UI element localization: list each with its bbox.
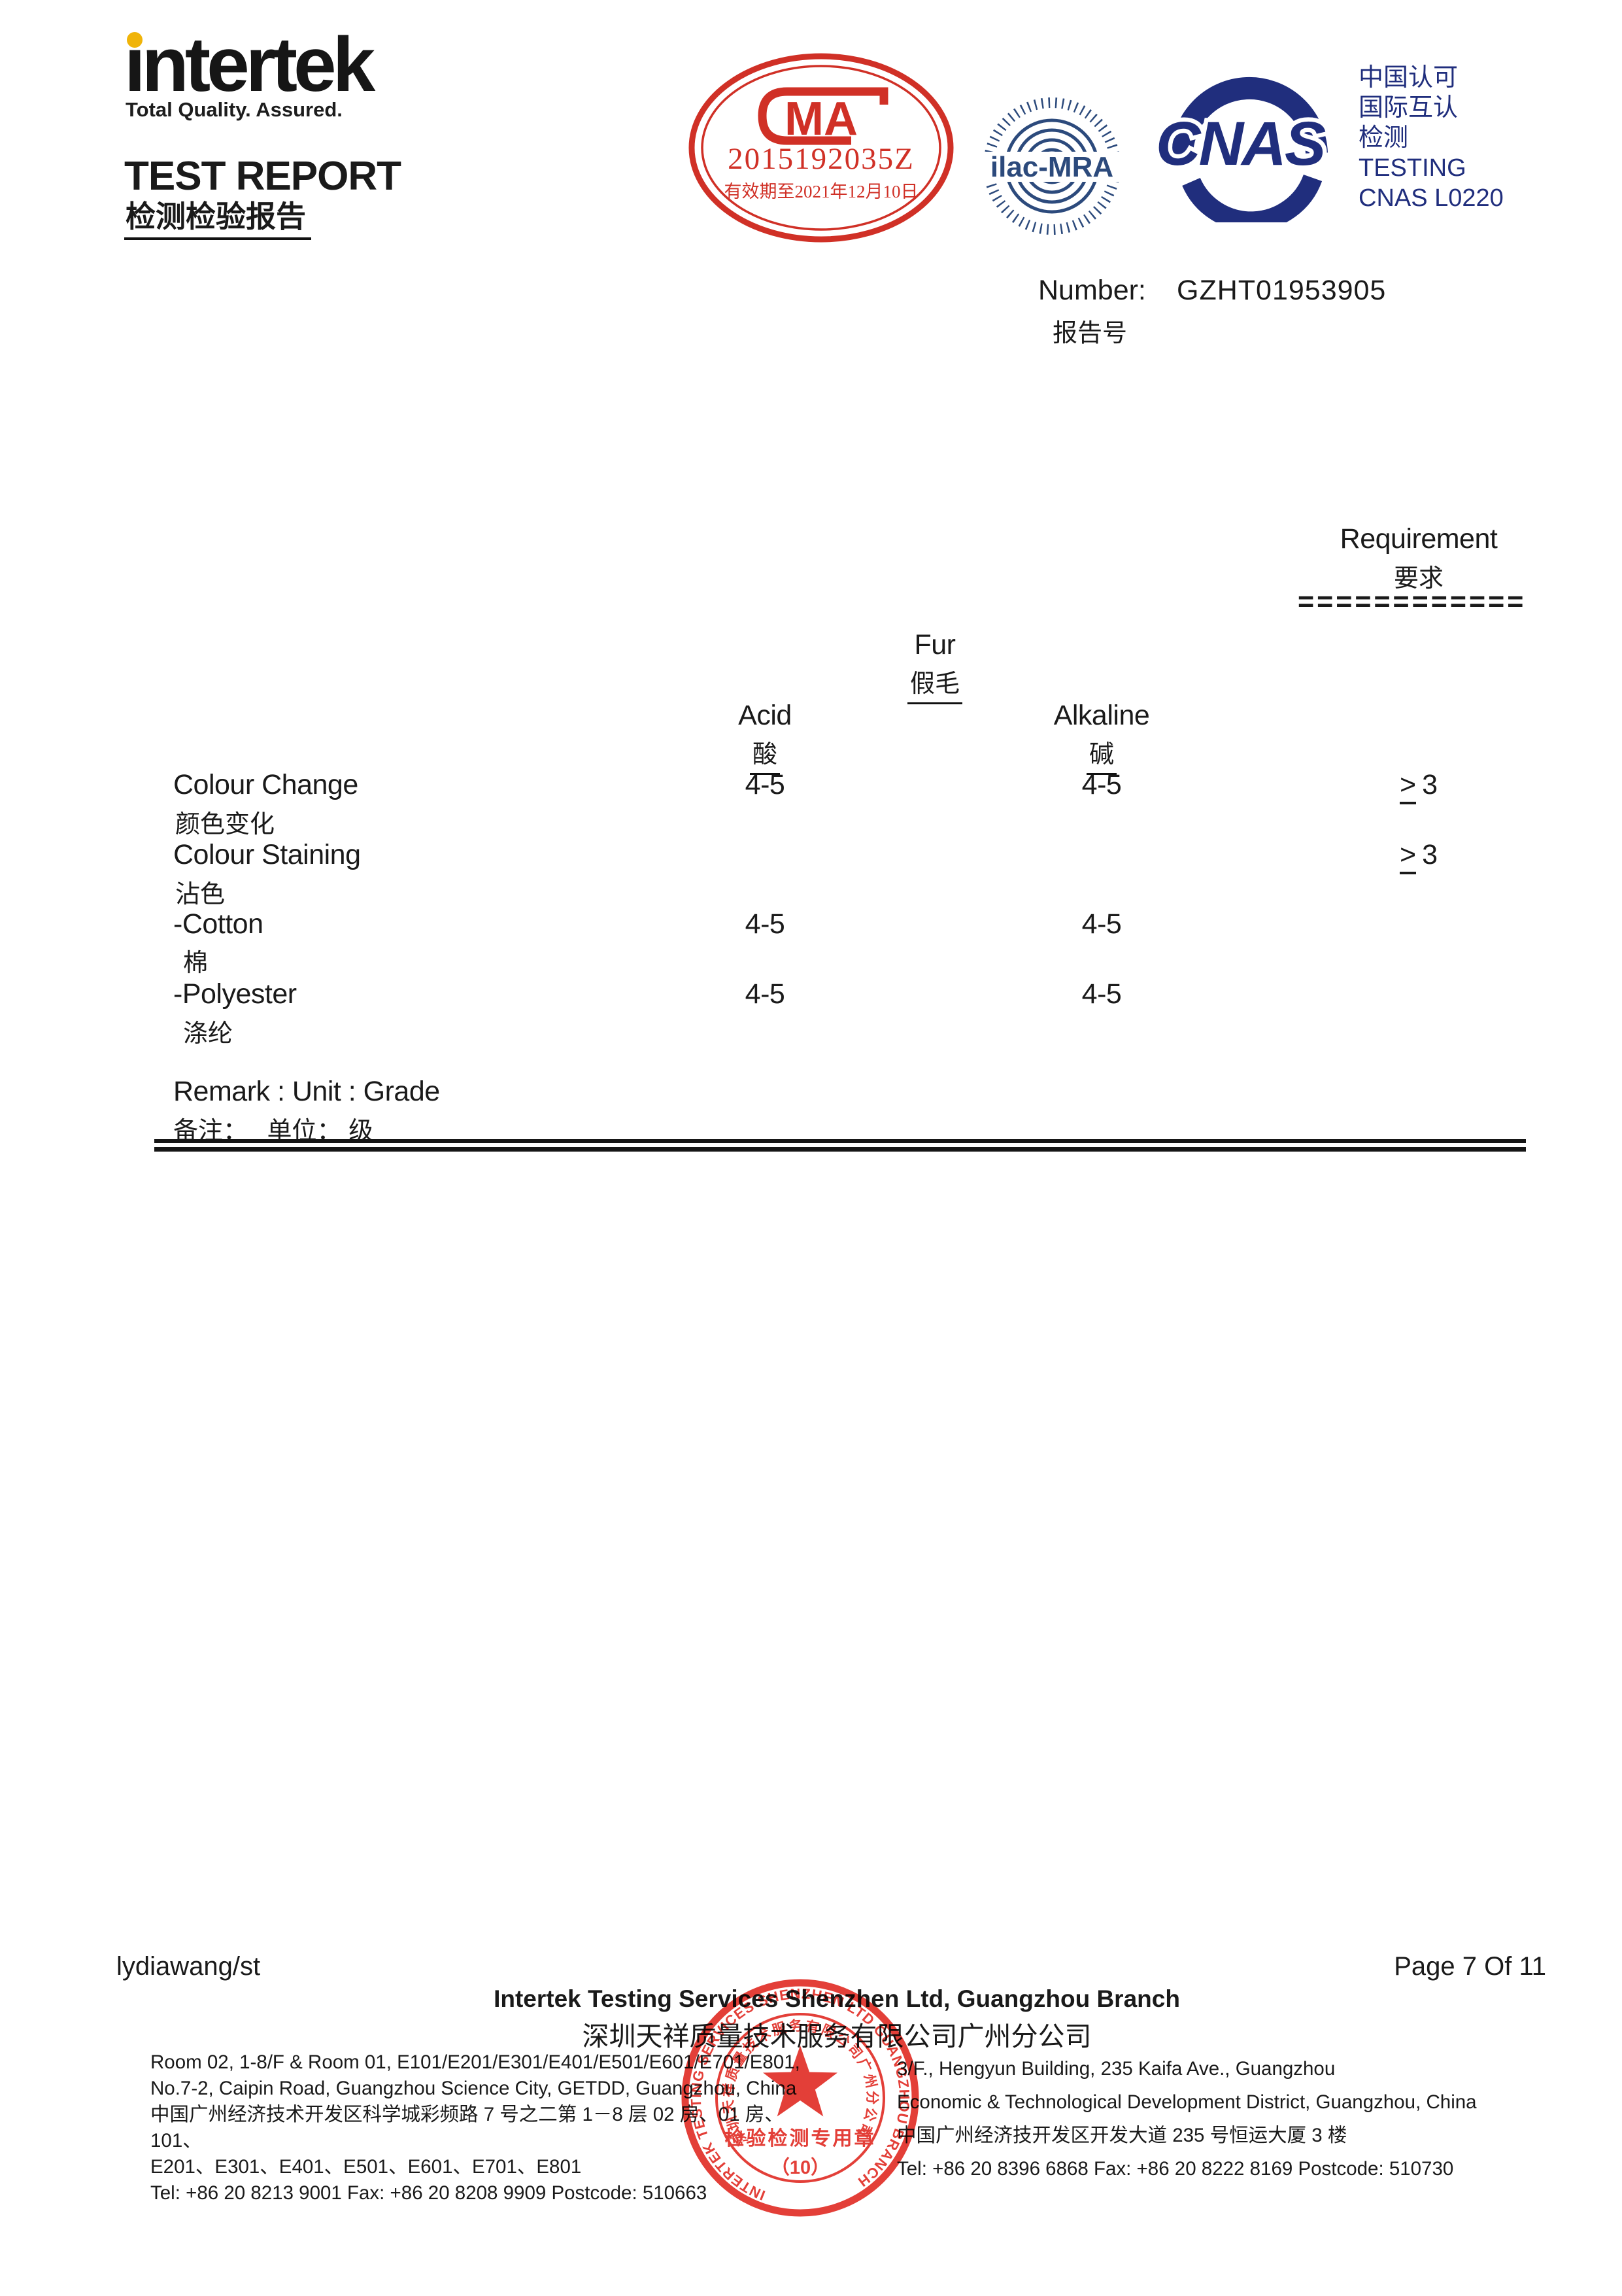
cnas-line-4: TESTING: [1359, 154, 1466, 182]
requirement-separator: ============: [1298, 586, 1527, 617]
greater-equal-sign: >: [1399, 769, 1417, 804]
address-line: 101、: [150, 2130, 202, 2151]
intertek-logo-text: intertek: [124, 22, 375, 108]
table-cell-acid: 4-5: [745, 908, 785, 940]
company-name-cn: 深圳天祥质量技术服务有限公司广州分公司: [582, 2021, 1092, 2051]
table-cell-acid: 4-5: [745, 769, 785, 800]
requirement-header-cn: 要求: [1393, 565, 1444, 592]
column-header-acid-cn: 酸: [700, 734, 830, 775]
cnas-bottom-crescent: [1182, 174, 1323, 222]
page-indicator: Page 7 Of 11: [1394, 1952, 1546, 1981]
remark-line: Remark : Unit : Grade: [173, 1076, 440, 1107]
column-header-alkaline: Alkaline: [1053, 700, 1150, 731]
table-row-param-cn: 棉: [183, 950, 209, 977]
sample-group-label-cn: 假毛: [870, 663, 1000, 704]
cma-outer-ring: [688, 53, 954, 243]
cma-certificate-number: 2015192035Z: [728, 142, 915, 176]
table-row-param: Colour Change: [173, 769, 358, 800]
column-header-acid: Acid: [738, 700, 792, 731]
page-title: TEST REPORT: [124, 154, 401, 199]
address-line: Economic & Technological Development Dis…: [897, 2091, 1477, 2113]
sample-group-label: Fur: [914, 629, 956, 660]
brand-tagline: Total Quality. Assured.: [126, 98, 343, 121]
ilac-white-band: [964, 152, 1140, 182]
address-block-right: 3/F., Hengyun Building, 235 Kaifa Ave., …: [897, 2052, 1477, 2185]
cma-inner-ring: [701, 65, 941, 231]
cnas-logo: CNAS: [1152, 77, 1332, 222]
report-number-value: GZHT01953905: [1177, 275, 1387, 306]
table-cell-alkaline: 4-5: [1081, 978, 1122, 1010]
cma-ma-letters: MA: [785, 93, 858, 145]
table-row-param-cn: 沾色: [175, 881, 226, 908]
address-line: 3/F., Hengyun Building, 235 Kaifa Ave., …: [897, 2058, 1336, 2080]
seal-inner-ring: [715, 2013, 885, 2183]
seal-number: （10）: [771, 2157, 830, 2178]
table-row-param: -Cotton: [173, 908, 263, 940]
company-seal-stamp: INTERTEK TESTING SERVICES SHENZHEN LTD G…: [681, 1979, 919, 2217]
table-row-param: -Polyester: [173, 978, 297, 1010]
table-cell-alkaline: 4-5: [1081, 908, 1122, 940]
requirement-value: 3: [1422, 839, 1438, 870]
address-line: Tel: +86 20 8396 6868 Fax: +86 20 8222 8…: [897, 2158, 1454, 2180]
table-cell-acid: 4-5: [745, 978, 785, 1010]
alkaline-cn-underlined: 碱: [1086, 734, 1117, 775]
requirement-header-en: Requirement: [1340, 523, 1498, 555]
cma-c-glyph: [758, 87, 888, 145]
greater-equal-sign: >: [1399, 839, 1417, 874]
cma-accreditation-stamp: MA 2015192035Z 有效期至2021年12月10日: [688, 53, 954, 243]
cnas-line-5: CNAS L0220: [1359, 184, 1504, 212]
address-line: Tel: +86 20 8213 9001 Fax: +86 20 8208 9…: [150, 2182, 707, 2204]
seal-star-icon: [763, 2046, 837, 2117]
table-row-param-cn: 颜色变化: [175, 811, 275, 838]
sample-group-cn-underlined: 假毛: [907, 663, 962, 704]
report-number-label-cn: 报告号: [1053, 320, 1128, 347]
report-author: lydiawang/st: [116, 1952, 261, 1981]
cnas-wordmark: CNAS: [1156, 109, 1326, 179]
acid-cn-underlined: 酸: [749, 734, 780, 775]
ilac-mra-logo: ilac-MRA: [964, 97, 1140, 235]
table-row-param: Colour Staining: [173, 839, 361, 870]
cnas-line-1: 中国认可: [1359, 64, 1459, 92]
report-number-label: Number:: [1038, 275, 1146, 306]
seal-label: 检验检测专用章: [725, 2127, 876, 2150]
address-line: 中国广州经济技开发区开发大道 235 号恒运大厦 3 楼: [897, 2125, 1347, 2146]
seal-outer-ring: [681, 1979, 919, 2217]
table-cell-alkaline: 4-5: [1081, 769, 1122, 800]
cnas-top-crescent: [1170, 77, 1328, 159]
cnas-line-2: 国际互认: [1359, 94, 1459, 122]
cma-validity-text: 有效期至2021年12月10日: [724, 182, 919, 201]
ilac-mra-wordmark: ilac-MRA: [990, 151, 1113, 183]
cnas-line-3: 检测: [1359, 124, 1409, 152]
address-line: 中国广州经济技术开发区科学城彩频路 7 号之二第 1－8 层 02 房、01 房…: [150, 2104, 784, 2125]
table-row-param-cn: 涤纶: [183, 1020, 233, 1048]
table-cell-requirement: >3: [1334, 769, 1504, 804]
intertek-logo-dot-icon: [127, 32, 143, 48]
requirement-value: 3: [1422, 769, 1438, 800]
address-line: E201、E301、E401、E501、E601、E701、E801: [150, 2156, 582, 2178]
cnas-text-block: 中国认可 国际互认 检测 TESTING CNAS L0220: [1359, 63, 1504, 213]
column-header-alkaline-cn: 碱: [1033, 734, 1170, 775]
page-title-cn: 检测检验报告: [124, 200, 311, 240]
section-end-double-rule: [154, 1139, 1526, 1152]
table-cell-requirement: >3: [1334, 839, 1504, 874]
intertek-logo: intertek: [124, 26, 375, 103]
